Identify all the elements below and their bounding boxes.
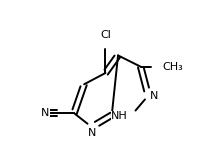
Text: CH₃: CH₃: [162, 62, 183, 72]
Text: N: N: [41, 108, 49, 118]
Text: N: N: [149, 91, 158, 101]
Text: N: N: [87, 128, 96, 138]
Text: NH: NH: [111, 111, 128, 121]
Text: Cl: Cl: [100, 30, 111, 40]
